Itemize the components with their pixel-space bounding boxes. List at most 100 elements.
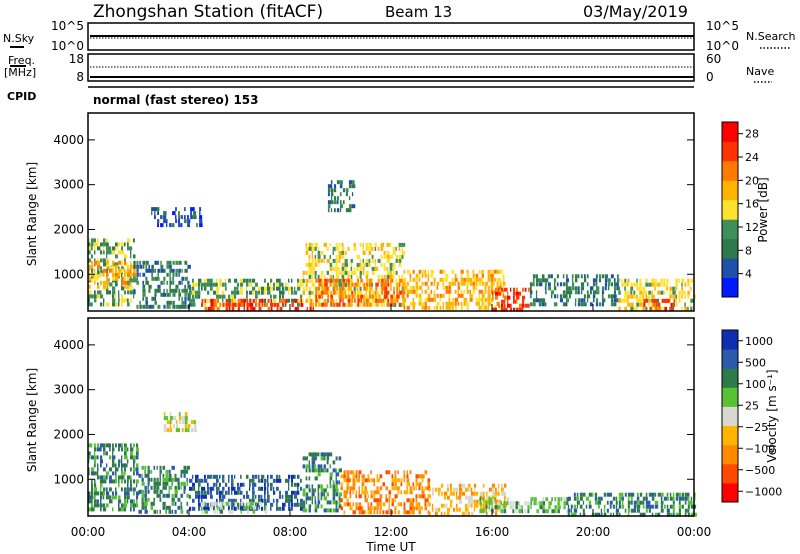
power-cell-7	[393, 302, 395, 307]
velocity-cell-7	[482, 503, 486, 508]
power-cell-4	[207, 290, 210, 295]
power-cell-0	[91, 238, 95, 243]
velocity-cell-6	[385, 494, 388, 499]
velocity-cell-2	[175, 428, 180, 433]
power-cell-0	[94, 298, 97, 303]
power-cell-6	[326, 258, 331, 263]
velocity-cell-0	[124, 491, 128, 496]
velocity-cell-9	[675, 496, 679, 501]
power-cell-7	[330, 298, 334, 303]
velocity-ylabel: Slant Range [km]	[25, 368, 39, 472]
power-cell-2	[169, 260, 172, 265]
power-cell-0	[109, 282, 113, 287]
velocity-cell-5	[338, 504, 342, 509]
velocity-colorbar-swatch	[722, 482, 738, 503]
power-cell-4	[300, 294, 303, 299]
power-cell-2	[151, 304, 155, 309]
power-cell-2	[145, 264, 148, 269]
power-cell-2	[154, 296, 157, 301]
velocity-cell-1	[165, 493, 169, 498]
power-cell-2	[142, 280, 145, 285]
velocity-cell-6	[400, 490, 402, 495]
power-cell-0	[103, 238, 106, 243]
power-cell-11	[595, 298, 599, 303]
power-cell-11	[574, 274, 578, 279]
power-cell-5	[270, 302, 274, 307]
velocity-cell-7	[485, 491, 488, 496]
velocity-cell-8	[539, 501, 543, 506]
velocity-cell-7	[446, 487, 449, 492]
velocity-cell-6	[409, 490, 413, 495]
power-cell-9	[499, 281, 502, 286]
velocity-cell-3	[228, 490, 230, 495]
velocity-cell-3	[210, 486, 213, 491]
power-cell-9	[442, 281, 444, 286]
power-cell-4	[291, 278, 293, 283]
velocity-cell-6	[388, 498, 391, 503]
velocity-cell-2	[184, 420, 188, 425]
power-cell-2	[181, 280, 183, 285]
power-cell-0	[88, 294, 92, 299]
power-cell-9	[403, 269, 405, 274]
power-cell-9	[460, 269, 464, 274]
velocity-cell-6	[406, 474, 409, 479]
velocity-cell-0	[136, 483, 138, 488]
power-cell-9	[502, 293, 505, 298]
velocity-cell-1	[147, 485, 149, 490]
velocity-cell-5	[311, 488, 315, 493]
velocity-cell-5	[323, 508, 327, 513]
velocity-cell-6	[358, 474, 360, 479]
velocity-cell-2	[178, 412, 181, 417]
velocity-cell-6	[352, 470, 355, 475]
power-cell-9	[445, 289, 450, 294]
power-cell-7	[360, 298, 362, 303]
velocity-cell-3	[255, 482, 257, 487]
power-cell-8	[336, 208, 340, 213]
power-cell-6	[374, 266, 378, 271]
power-cell-2	[145, 296, 148, 301]
power-cell-11	[589, 286, 594, 291]
velocity-cell-0	[103, 467, 106, 472]
power-cell-3	[184, 219, 187, 224]
power-cell-6	[305, 246, 309, 251]
velocity-cell-1	[144, 489, 147, 494]
power-cell-5	[225, 302, 229, 307]
power-cell-7	[342, 278, 346, 283]
velocity-cell-1	[141, 465, 145, 470]
power-cell-7	[342, 282, 345, 287]
power-cell-3	[163, 219, 167, 224]
velocity-cell-6	[427, 478, 431, 483]
freq-label-2: [MHz]	[4, 66, 36, 79]
power-cell-11	[601, 298, 606, 303]
power-cell-4	[228, 294, 231, 299]
power-colorbar-label: Power [dB]	[756, 177, 770, 242]
velocity-cell-0	[100, 447, 102, 452]
power-cell-6	[311, 282, 316, 287]
velocity-cell-9	[678, 508, 681, 513]
power-cell-0	[91, 254, 93, 259]
power-cell-0	[112, 294, 115, 299]
power-cell-6	[374, 258, 376, 263]
power-cell-5	[222, 302, 225, 307]
power-cell-9	[460, 289, 463, 294]
power-cell-9	[427, 297, 431, 302]
velocity-cell-8	[515, 505, 518, 510]
power-cell-11	[541, 274, 545, 279]
velocity-cell-7	[491, 483, 496, 488]
power-cell-6	[395, 270, 398, 275]
power-cell-2	[142, 304, 146, 309]
velocity-cell-7	[494, 499, 499, 504]
velocity-cell-0	[115, 479, 118, 484]
power-cell-10	[516, 299, 518, 304]
power-cell-11	[577, 298, 581, 303]
velocity-cell-7	[491, 495, 496, 500]
velocity-cell-7	[431, 491, 434, 496]
power-cell-0	[133, 238, 135, 243]
power-cell-7	[399, 282, 401, 287]
power-cell-9	[412, 285, 415, 290]
velocity-cell-9	[693, 512, 697, 517]
power-cell-1	[112, 276, 115, 281]
velocity-cell-3	[267, 490, 269, 495]
power-cell-2	[142, 296, 145, 301]
power-cell-12	[636, 306, 638, 311]
